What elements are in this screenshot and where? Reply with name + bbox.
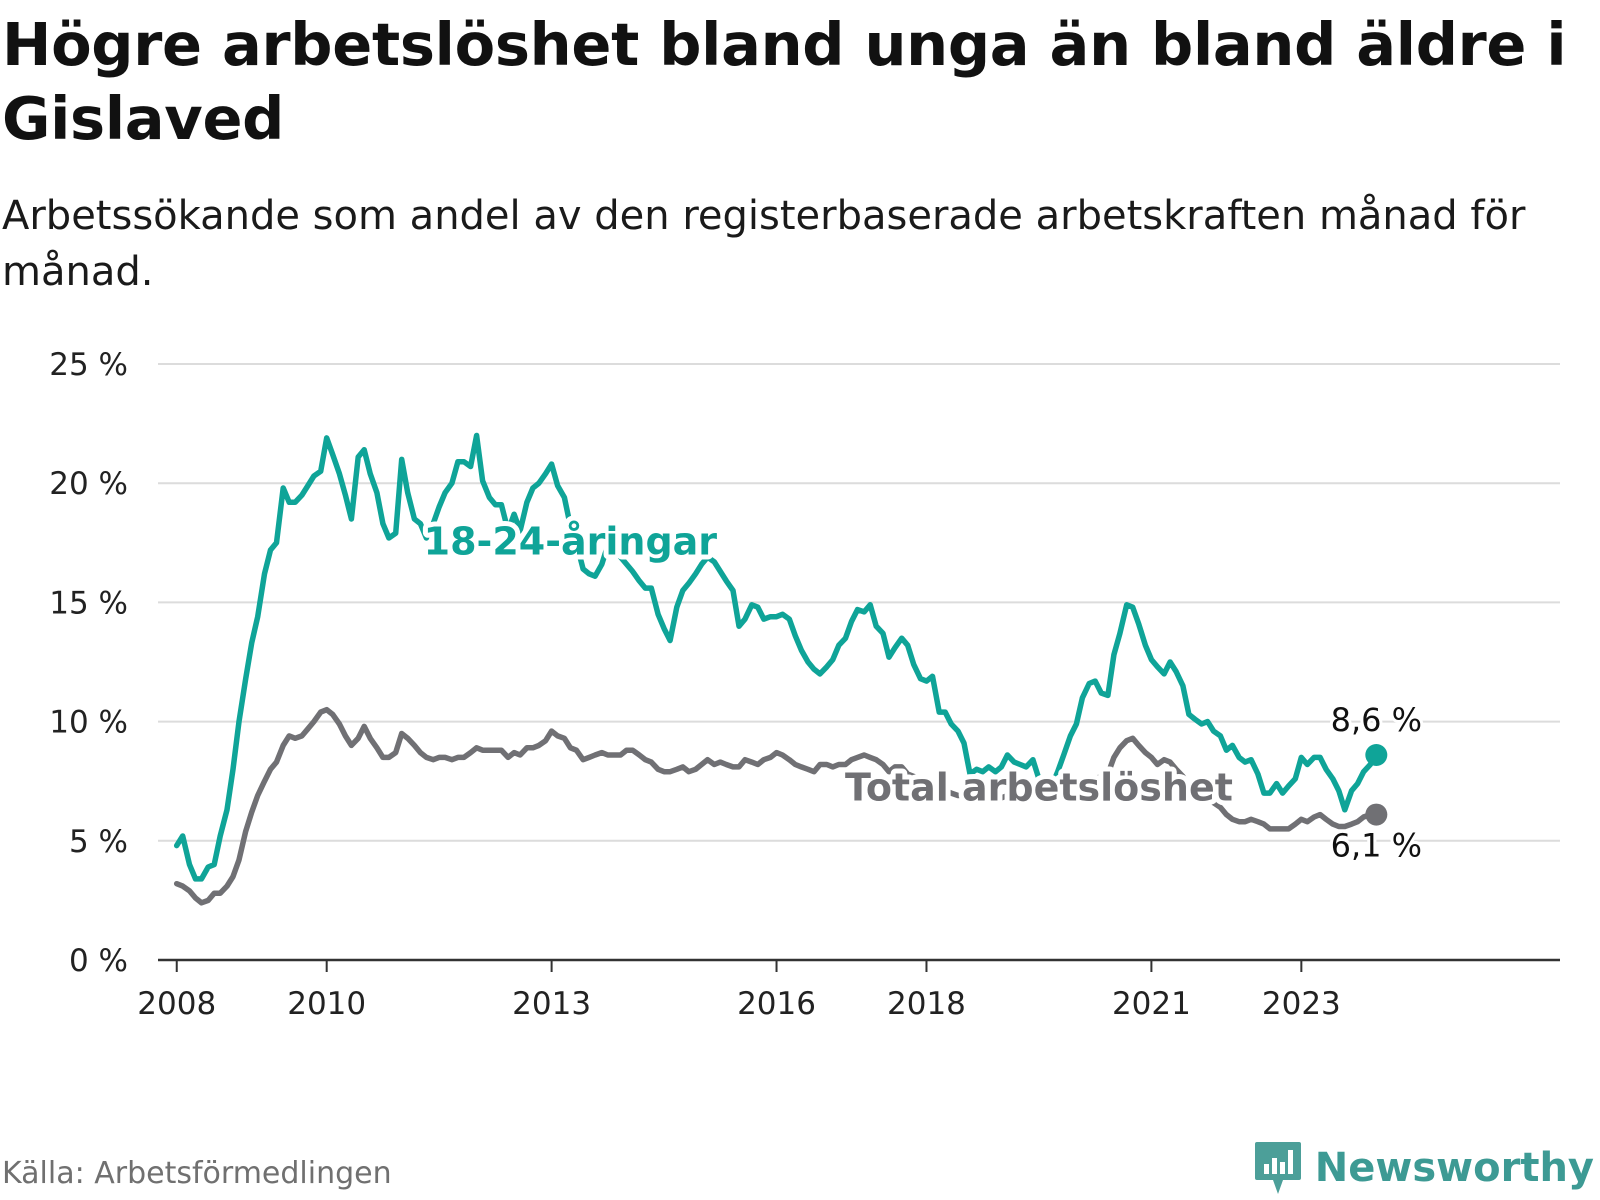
- series-line-youth: [173, 432, 1380, 882]
- series-lines: [173, 432, 1388, 906]
- series-line-total: [173, 706, 1380, 906]
- brand-logo: Newsworthy: [1253, 1140, 1594, 1196]
- series-end-point-total: [1365, 803, 1388, 826]
- series-label-youth: 18-24-åringar: [424, 520, 718, 564]
- x-tick-label: 2018: [887, 986, 966, 1022]
- series-label-total: Total arbetslöshet: [845, 765, 1233, 809]
- x-tick-label: 2013: [512, 986, 591, 1022]
- chart-subtitle: Arbetssökande som andel av den registerb…: [2, 193, 1526, 295]
- grid-lines: [158, 363, 1560, 842]
- series-labels: 18-24-åringar Total arbetslöshet 8,6 % 6,1 …: [419, 515, 1425, 868]
- y-tick-label: 15 %: [49, 585, 128, 621]
- x-tick-label: 2008: [137, 986, 216, 1022]
- brand-name: Newsworthy: [1314, 1145, 1594, 1191]
- y-tick-label: 25 %: [49, 347, 128, 383]
- series-end-point-youth: [1365, 743, 1388, 766]
- x-axis-labels: 2008 2010 2013 2016 2018 2021 2023: [137, 986, 1341, 1022]
- source-note: Källa: Arbetsförmedlingen: [2, 1156, 392, 1191]
- x-tick-label: 2023: [1262, 986, 1341, 1022]
- y-tick-label: 5 %: [69, 824, 128, 860]
- x-tick-label: 2016: [737, 986, 816, 1022]
- x-tick-label: 2021: [1112, 986, 1191, 1022]
- end-value-label-total: 6,1 %: [1331, 827, 1422, 865]
- y-tick-label: 20 %: [49, 466, 128, 502]
- end-value-label-youth: 8,6 %: [1331, 701, 1422, 739]
- newsworthy-logo-icon: [1254, 1142, 1301, 1194]
- x-tick-label: 2010: [287, 986, 366, 1022]
- y-tick-label: 10 %: [49, 705, 128, 741]
- y-tick-label: 0 %: [69, 943, 128, 979]
- x-axis: [158, 958, 1560, 972]
- chart-title: Högre arbetslöshet bland unga än bland ä…: [2, 10, 1567, 153]
- y-axis-labels: 0 % 5 % 10 % 15 % 20 % 25 %: [49, 347, 128, 979]
